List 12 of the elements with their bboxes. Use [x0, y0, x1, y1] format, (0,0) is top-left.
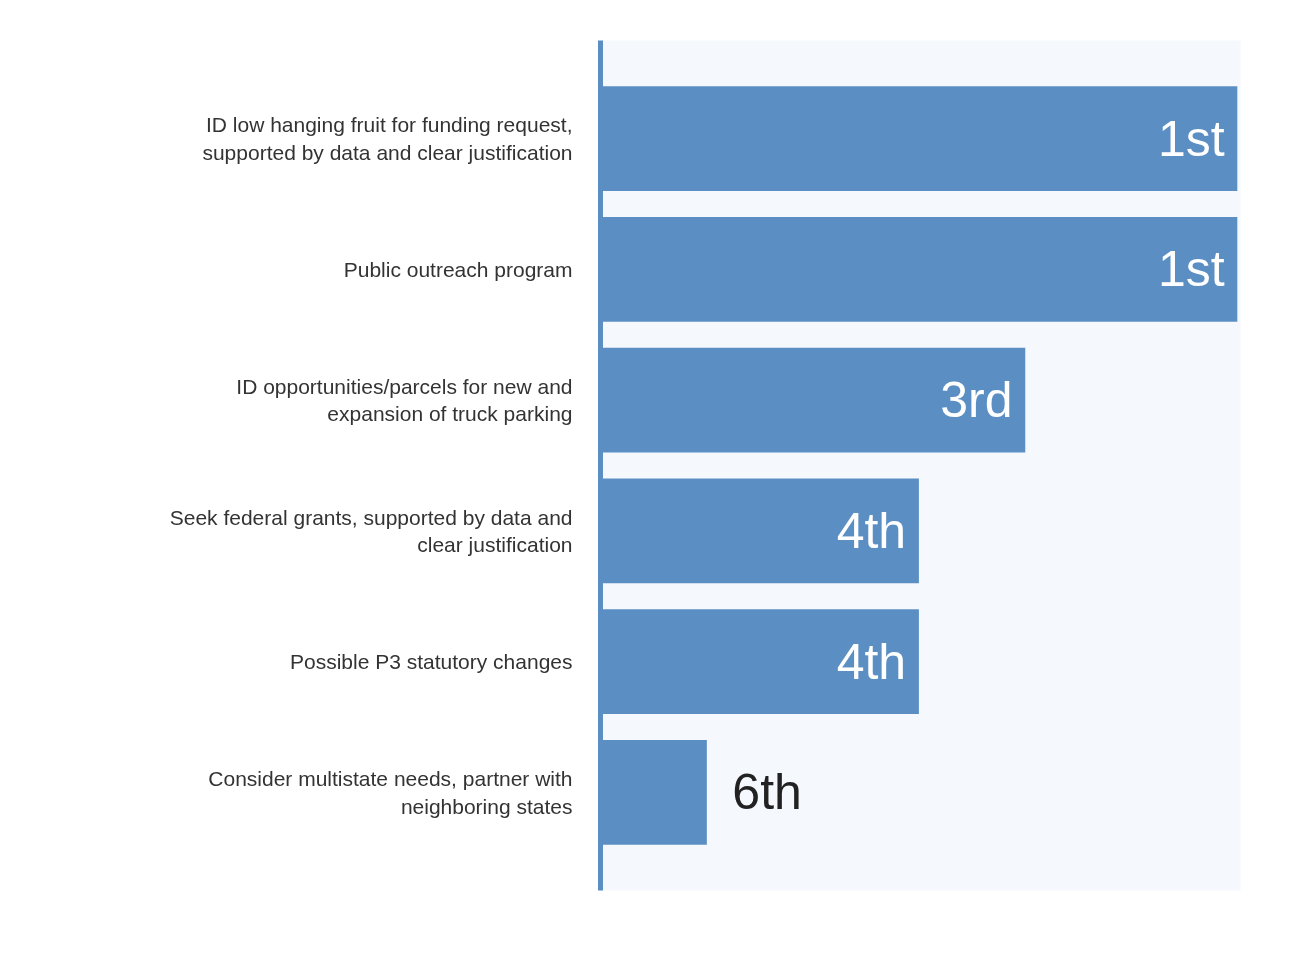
y-tick-label: Consider multistate needs, partner with neighboring states: [208, 767, 573, 818]
annotation: 4th: [836, 502, 907, 559]
y-tick-label: Public outreach program: [343, 257, 573, 281]
annotation: 1st: [1157, 110, 1225, 167]
y-tick-label: Seek federal grants, supported by data and clear justification: [169, 505, 573, 557]
annotation: 3rd: [940, 372, 1013, 429]
y-tick-label: Possible P3 statutory changes: [290, 650, 573, 674]
y-tick-label: ID low hanging fruit for funding request, supported by data and clear justification: [202, 113, 573, 164]
annotation: 1st: [1157, 241, 1225, 298]
y-tick-label: ID opportunities/parcels for new and expansion of truck parking: [236, 374, 573, 426]
annotation: 4th: [836, 633, 907, 690]
annotation: 6th: [732, 764, 802, 821]
